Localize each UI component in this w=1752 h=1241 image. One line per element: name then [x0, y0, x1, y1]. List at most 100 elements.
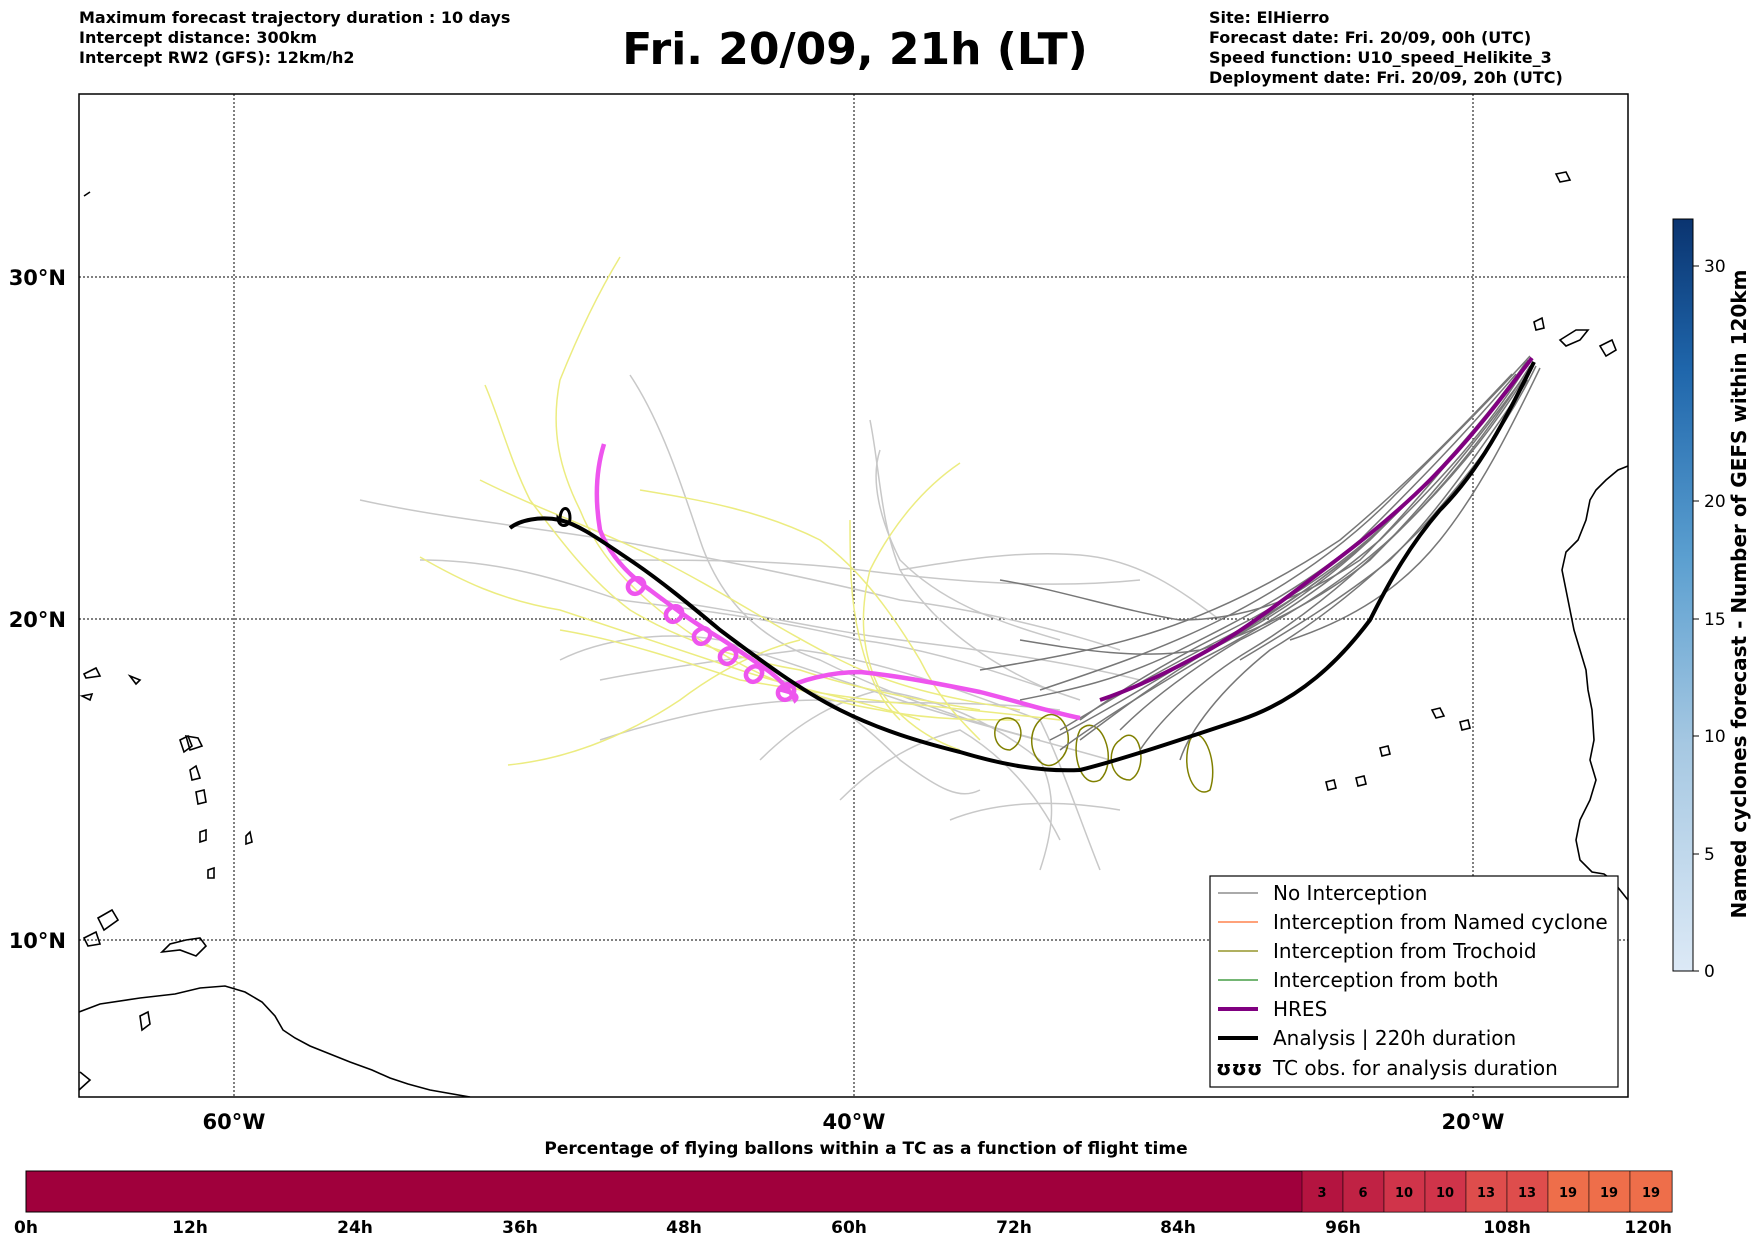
percent-cell-value: 6	[1358, 1186, 1367, 1201]
legend-label: TC obs. for analysis duration	[1272, 1056, 1558, 1080]
header-right-line: Site: ElHierro	[1209, 8, 1330, 27]
colorbar-tick-label: 30	[1704, 257, 1726, 277]
track-loop	[625, 575, 647, 597]
island-outline	[82, 930, 102, 947]
coast-fragment	[79, 1071, 92, 1091]
track-line	[979, 373, 1513, 671]
trochoid-loop	[1031, 713, 1069, 767]
legend-label: Interception from both	[1273, 968, 1499, 992]
legend-item: ʊʊʊ TC obs. for analysis duration	[1216, 1056, 1558, 1080]
percent-cell	[1547, 1170, 1590, 1213]
cape-verde-island	[1459, 719, 1471, 731]
track-line	[484, 384, 981, 711]
legend-box	[1209, 875, 1619, 1088]
track-loop	[717, 645, 739, 667]
track-line	[639, 489, 981, 741]
cape-verde-island	[1325, 779, 1337, 791]
legend-item: Interception from Trochoid	[1218, 939, 1537, 963]
header-left-info: Maximum forecast trajectory duration : 1…	[79, 8, 510, 68]
track-line	[862, 462, 961, 751]
track-line	[839, 729, 1061, 841]
legend-label: Analysis | 220h duration	[1273, 1026, 1516, 1050]
legend-swatch-symbol: ʊʊʊ	[1216, 1056, 1262, 1080]
time-tick-label: 84h	[1160, 1218, 1196, 1238]
colorbar: 0 5 10 15 20 30 Named cyclones forecast …	[1672, 218, 1751, 982]
cape-verde-island	[1355, 775, 1367, 787]
cape-verde-island	[1379, 745, 1391, 757]
trochoid-loop	[1186, 733, 1214, 793]
legend-item: HRES	[1218, 997, 1327, 1021]
time-tick-label: 24h	[337, 1218, 373, 1238]
track-line	[949, 802, 1121, 821]
island-outline	[245, 830, 253, 846]
track-line	[1139, 365, 1531, 751]
track-line	[599, 649, 1101, 871]
colorbar-tick-label: 0	[1704, 962, 1715, 982]
colorbar-title: Named cyclones forecast - Number of GEFS…	[1727, 270, 1751, 919]
lat-label: 20°N	[9, 608, 66, 632]
flight-time-bar-title: Percentage of flying ballons within a TC…	[544, 1139, 1187, 1159]
time-tick-label: 0h	[14, 1218, 38, 1238]
island-outline	[96, 908, 120, 932]
south-america-coast	[79, 985, 471, 1097]
colorbar-tick-label: 20	[1704, 492, 1726, 512]
island-outline	[159, 937, 208, 957]
island-outline	[195, 789, 207, 805]
time-tick-label: 36h	[502, 1218, 538, 1238]
track-loop	[743, 663, 765, 685]
percent-cell-value: 19	[1559, 1186, 1577, 1201]
header-right-line: Speed function: U10_speed_Helikite_3	[1209, 48, 1552, 67]
trochoid-loop	[1110, 734, 1142, 781]
main-title: Fri. 20/09, 21h (LT)	[622, 24, 1088, 75]
map-panel[interactable]: 30°N 20°N 10°N 60°W 40°W 20°W No Interce…	[9, 93, 1629, 1134]
legend-item: Analysis | 220h duration	[1218, 1026, 1516, 1050]
time-tick-label: 60h	[831, 1218, 867, 1238]
percent-cell-value: 10	[1395, 1186, 1413, 1201]
track-line	[759, 689, 1053, 871]
track-loop	[691, 625, 713, 647]
header-right-line: Forecast date: Fri. 20/09, 00h (UTC)	[1209, 28, 1532, 47]
lat-label: 10°N	[9, 929, 66, 953]
legend-label: No Interception	[1273, 881, 1427, 905]
track-line	[359, 499, 1121, 651]
track-line	[659, 599, 1141, 681]
percent-cell	[1342, 1170, 1385, 1213]
track-line	[479, 479, 1021, 711]
island-outline	[127, 674, 142, 686]
track-line	[594, 443, 1081, 721]
percent-cell	[1465, 1170, 1508, 1213]
header-right-info: Site: ElHierro Forecast date: Fri. 20/09…	[1209, 8, 1563, 88]
legend-item: No Interception	[1218, 881, 1427, 905]
legend-item: Interception from Named cyclone	[1218, 910, 1608, 934]
legend-label: Interception from Trochoid	[1273, 939, 1537, 963]
percent-cell-value: 13	[1477, 1186, 1495, 1201]
legend-item: Interception from both	[1218, 968, 1499, 992]
legend-label: HRES	[1273, 997, 1327, 1021]
legend-label: Interception from Named cyclone	[1273, 910, 1608, 934]
island-outline	[184, 735, 204, 752]
island-outline	[83, 191, 91, 197]
track-line	[629, 374, 1041, 741]
canary-island	[1598, 338, 1617, 358]
track-line	[1289, 367, 1541, 641]
hres-track	[1099, 356, 1534, 702]
percent-cell-value: 19	[1600, 1186, 1618, 1201]
percent-cell	[1424, 1170, 1467, 1213]
track-line	[507, 639, 801, 766]
coastlines	[79, 171, 1628, 1097]
track-line	[1019, 381, 1521, 655]
track-line	[899, 552, 1221, 621]
percent-cell-value: 3	[1317, 1186, 1326, 1201]
colorbar-tick-label: 10	[1704, 727, 1726, 747]
africa-coast	[1561, 465, 1628, 901]
island-outline	[139, 1010, 151, 1032]
time-tick-label: 96h	[1325, 1218, 1361, 1238]
track-loop	[663, 603, 685, 625]
percent-cell-value: 10	[1436, 1186, 1454, 1201]
graticule	[79, 94, 1628, 1097]
track-loop	[775, 681, 797, 703]
colorbar-gradient	[1672, 218, 1694, 972]
header-left-line: Maximum forecast trajectory duration : 1…	[79, 8, 511, 27]
lon-label: 60°W	[203, 1110, 266, 1134]
